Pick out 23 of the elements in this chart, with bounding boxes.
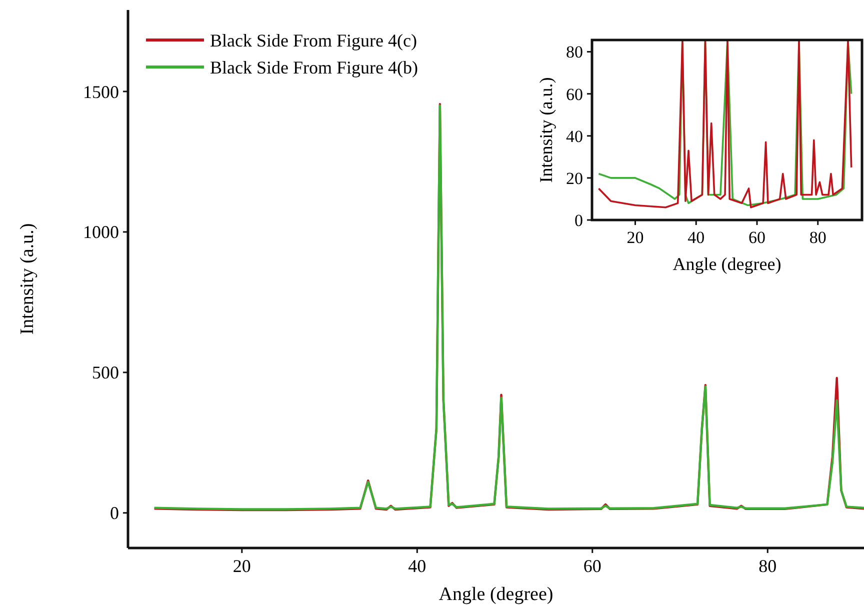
x-tick-label: 60: [583, 556, 602, 576]
x-tick-label: 60: [748, 228, 766, 247]
x-tick-label: 20: [626, 228, 644, 247]
x-tick-label: 80: [758, 556, 777, 576]
y-tick-label: 60: [566, 84, 583, 104]
y-tick-label: 0: [574, 210, 583, 230]
y-axis-title: Intensity (a.u.): [536, 77, 556, 183]
x-tick-label: 40: [688, 228, 705, 247]
x-axis-title: Angle (degree): [438, 584, 554, 605]
y-tick-label: 20: [566, 168, 583, 188]
y-tick-label: 500: [92, 362, 119, 383]
y-tick-label: 1500: [83, 82, 119, 102]
y-tick-label: 80: [566, 42, 583, 62]
x-tick-label: 40: [408, 556, 426, 576]
legend-label: Black Side From Figure 4(b): [210, 57, 418, 78]
x-tick-label: 20: [232, 556, 251, 576]
y-tick-label: 40: [566, 126, 583, 146]
y-axis-title: Intensity (a.u.): [17, 223, 38, 335]
y-tick-label: 0: [110, 503, 119, 524]
x-axis-title: Angle (degree): [672, 254, 782, 274]
legend-label: Black Side From Figure 4(c): [210, 30, 417, 50]
y-tick-label: 1000: [83, 222, 119, 242]
x-tick-label: 80: [809, 228, 826, 247]
